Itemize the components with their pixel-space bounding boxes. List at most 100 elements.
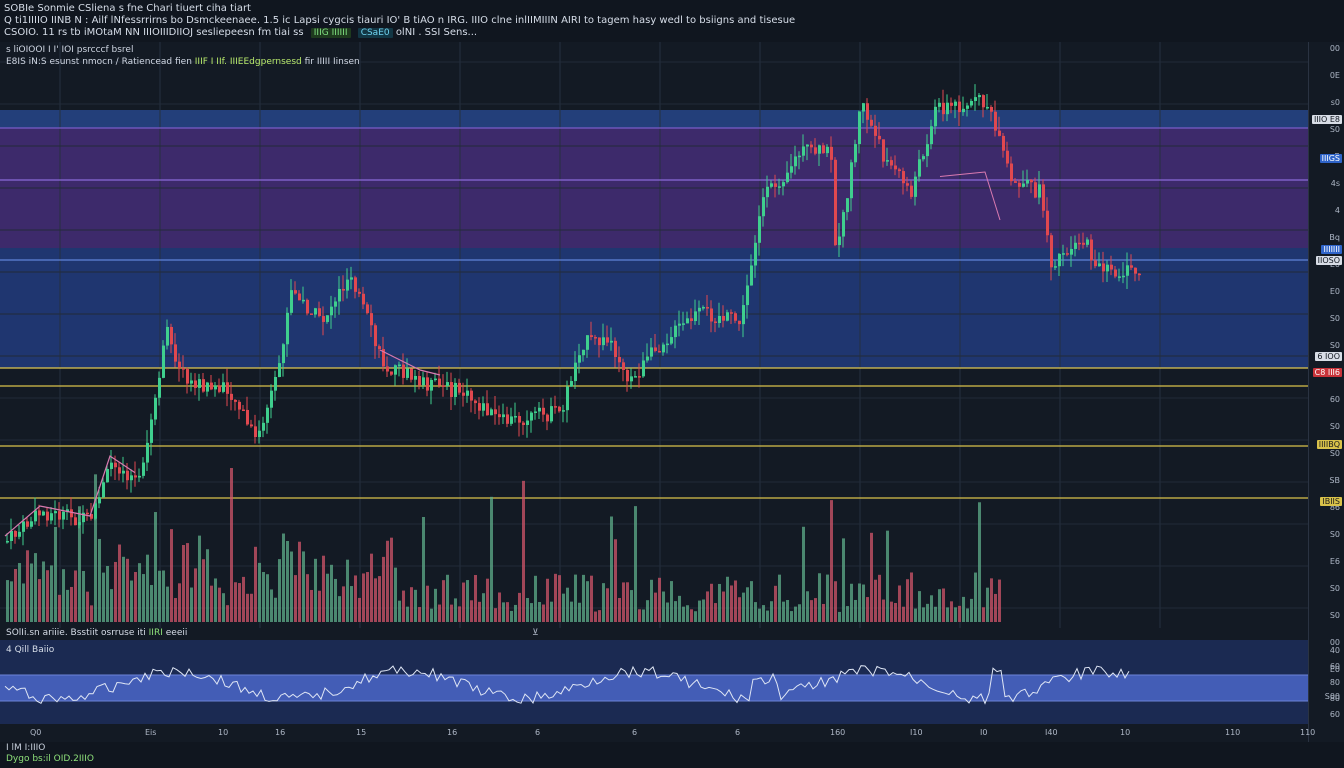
volume-bar [522, 480, 525, 622]
crosshair-icon[interactable]: ⊻ [532, 628, 539, 638]
symbol-badge[interactable]: IIIG IIIIII [310, 28, 351, 38]
volume-bar [254, 546, 257, 622]
candle-body [114, 462, 117, 468]
volume-bar [686, 605, 689, 622]
candle-body [438, 378, 441, 386]
candle-body [846, 198, 849, 213]
candle-body [90, 514, 93, 519]
oscillator-panel[interactable] [0, 640, 1308, 724]
candle-body [990, 106, 993, 112]
price-axis[interactable]: 000Es0S0eB4s4BqE0E0S0S0S060S0S0SB86S0E6S… [1308, 42, 1344, 742]
volume-bar [602, 583, 605, 622]
volume-bar [334, 578, 337, 622]
footer-status: Dygo bs:il OID.2IIIO [6, 754, 94, 764]
price-tag: IIIO E8 [1311, 115, 1342, 124]
candle-body [158, 377, 161, 398]
volume-bar [966, 608, 969, 622]
candle-body [1134, 267, 1137, 274]
volume-bar [986, 587, 989, 622]
candle-body [594, 337, 597, 339]
candle-body [546, 414, 549, 422]
volume-bar [78, 506, 81, 622]
candle-body [850, 162, 853, 199]
volume-bar [50, 565, 53, 622]
price-chart[interactable] [0, 42, 1308, 628]
candle-body [78, 522, 81, 526]
volume-label-pre: SOlIi.sn ariiie. Bsstiit osrruse iti [6, 628, 146, 638]
interval-badge[interactable]: CSaE0 [357, 28, 393, 38]
volume-bar [710, 583, 713, 622]
candle-body [1086, 239, 1089, 245]
volume-bar [730, 585, 733, 622]
volume-bar [374, 578, 377, 622]
volume-bar [306, 574, 309, 622]
candle-body [706, 307, 709, 309]
price-axis-tick: S0 [1329, 530, 1340, 539]
volume-bar [538, 602, 541, 622]
volume-bar [606, 588, 609, 622]
oscillator-axis-tick: 60 [1329, 710, 1340, 719]
time-axis-tick: 10 [218, 728, 229, 737]
volume-bar [158, 570, 161, 622]
candle-body [714, 321, 717, 323]
candle-body [238, 401, 241, 410]
volume-bar [554, 573, 557, 622]
price-axis-tick: S0 [1329, 584, 1340, 593]
volume-bar [46, 570, 49, 622]
time-axis[interactable]: Q0 Eis 10 16 15 16 6 6 6 160 I10 I0 I40 10 110 110 [0, 724, 1315, 742]
candle-body [818, 145, 821, 154]
candle-body [514, 416, 517, 418]
candle-body [406, 368, 409, 378]
volume-bar [62, 569, 65, 622]
candle-body [274, 377, 277, 391]
volume-bar [514, 604, 517, 622]
subinfo-text: CSOIO. 11 rs tb iMOtaM NN IIIOIIIDIIOJ s… [4, 27, 304, 38]
volume-bar [446, 574, 449, 622]
price-axis-tick: 60 [1329, 395, 1340, 404]
candle-body [726, 312, 729, 321]
chart-grid [0, 42, 1308, 628]
price-tag: IIIGS [1319, 154, 1342, 163]
candle-body [362, 293, 365, 305]
candle-body [226, 382, 229, 394]
volume-bar [970, 598, 973, 622]
candle-body [398, 364, 401, 367]
volume-bar [570, 601, 573, 622]
candle-body [906, 183, 909, 186]
volume-bar [690, 609, 693, 622]
volume-bar [578, 602, 581, 622]
candle-body [330, 306, 333, 316]
volume-bar [878, 574, 881, 622]
volume-bar [626, 582, 629, 622]
time-axis-tick: 110 [1300, 728, 1316, 737]
candle-body [866, 103, 869, 120]
moving-average [4, 171, 1001, 537]
volume-bar [958, 605, 961, 622]
candle-body [562, 410, 565, 412]
candle-body [306, 299, 309, 314]
volume-bar [734, 580, 737, 622]
candle-body [350, 277, 353, 280]
volume-bar [770, 601, 773, 622]
candle-body [486, 403, 489, 416]
candle-body [566, 386, 569, 411]
candle-body [746, 285, 749, 306]
candle-body [674, 325, 677, 338]
volume-bar [618, 597, 621, 622]
candle-body [854, 144, 857, 163]
volume-bar [298, 541, 301, 622]
time-axis-tick: I10 [910, 728, 923, 737]
candle-body [702, 307, 705, 309]
candle-body [434, 378, 437, 381]
candle-body [286, 312, 289, 345]
candle-body [382, 349, 385, 367]
candle-body [342, 288, 345, 291]
candle-body [526, 420, 529, 425]
candle-body [6, 540, 9, 543]
candle-body [174, 344, 177, 362]
candle-body [790, 166, 793, 173]
volume-bar [302, 551, 305, 622]
volume-bar [930, 595, 933, 622]
volume-bar [66, 589, 69, 622]
candle-body [214, 385, 217, 390]
